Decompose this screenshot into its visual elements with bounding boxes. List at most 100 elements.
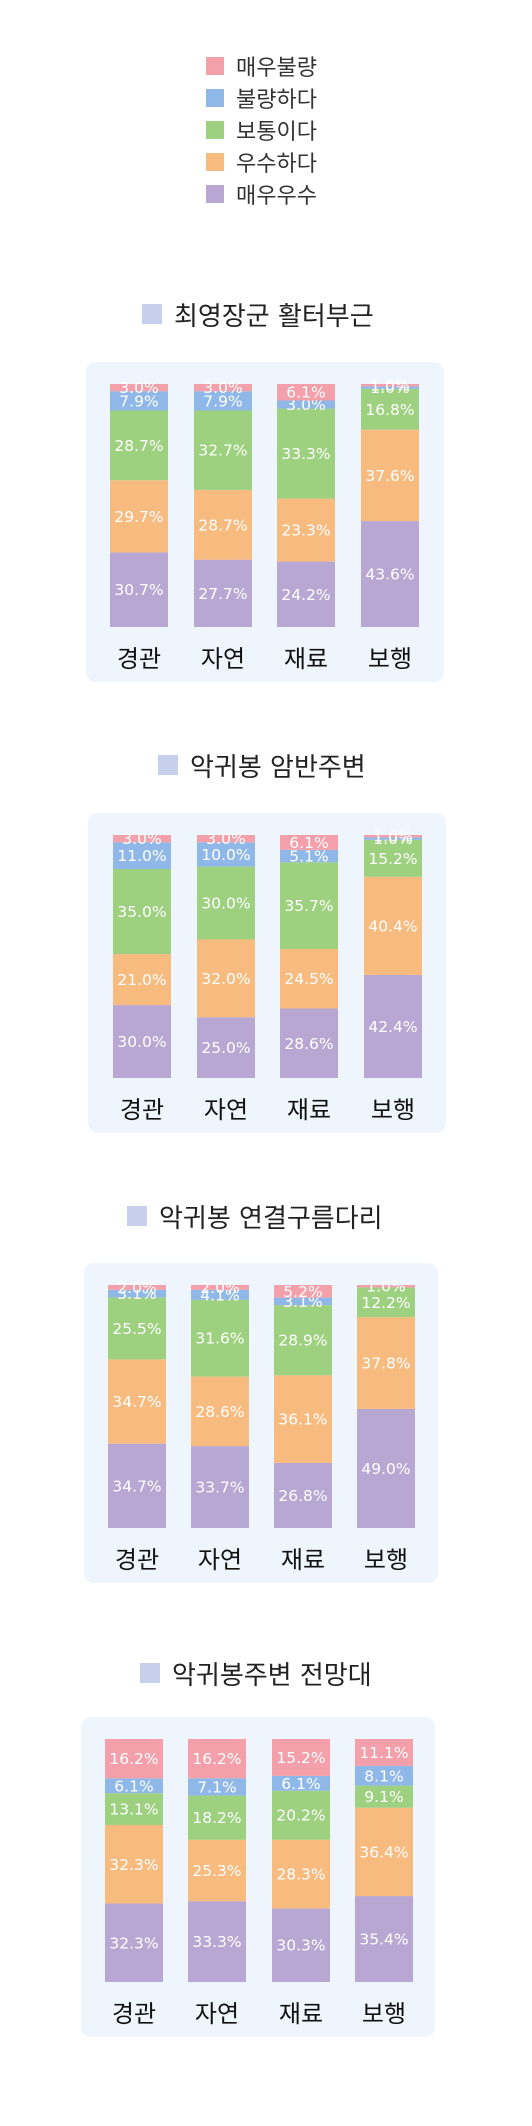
data-label: 24.5% bbox=[284, 970, 333, 988]
bar-segment-good bbox=[280, 948, 338, 1009]
legend-label: 보통이다 bbox=[236, 120, 317, 145]
data-label: 5.2% bbox=[283, 1283, 322, 1301]
bar-segment-poor bbox=[194, 391, 252, 411]
bar-segment-very-poor bbox=[191, 1285, 249, 1290]
category-label: 경관 bbox=[117, 645, 161, 673]
bar-segment-poor bbox=[105, 1778, 163, 1794]
chart-title: 악귀봉 암반주변 bbox=[190, 752, 366, 783]
bar-segment-good bbox=[191, 1376, 249, 1447]
bar-segment-average bbox=[108, 1297, 166, 1360]
data-label: 36.4% bbox=[359, 1843, 408, 1861]
bar-segment-very-good bbox=[194, 559, 252, 627]
bar-segment-poor bbox=[108, 1289, 166, 1298]
legend-label: 매우불량 bbox=[236, 56, 317, 81]
data-label: 30.3% bbox=[276, 1937, 325, 1955]
bar-segment-very-good bbox=[355, 1896, 413, 1982]
bar-segment-very-good bbox=[105, 1903, 163, 1982]
category-label: 재료 bbox=[281, 1546, 325, 1574]
data-label: 7.1% bbox=[197, 1778, 236, 1796]
data-label: 24.2% bbox=[281, 586, 330, 604]
data-label: 23.3% bbox=[281, 522, 330, 540]
data-label: 11.0% bbox=[117, 847, 166, 865]
data-label: 18.2% bbox=[192, 1809, 241, 1827]
data-label: 28.3% bbox=[276, 1866, 325, 1884]
category-label: 자연 bbox=[198, 1546, 242, 1574]
legend-label: 불량하다 bbox=[236, 88, 317, 113]
bar-segment-average bbox=[280, 862, 338, 949]
data-label: 1.0% bbox=[373, 828, 412, 846]
bar-segment-very-poor bbox=[364, 835, 422, 838]
legend-item-average: 보통이다 bbox=[206, 114, 317, 146]
category-label: 자연 bbox=[204, 1096, 248, 1124]
bar-segment-average bbox=[277, 408, 335, 499]
bar-segment-average bbox=[105, 1793, 163, 1826]
legend-item-good: 우수하다 bbox=[206, 146, 317, 178]
bar-segment-very-poor bbox=[105, 1739, 163, 1779]
data-label: 33.3% bbox=[281, 445, 330, 463]
data-label: 20.2% bbox=[276, 1807, 325, 1825]
data-label: 3.0% bbox=[286, 396, 325, 414]
bar-segment-very-good bbox=[361, 521, 419, 627]
legend-label: 매우우수 bbox=[236, 184, 317, 209]
bar-segment-good bbox=[188, 1839, 246, 1902]
bar-segment-poor bbox=[364, 837, 422, 840]
bar-segment-very-poor bbox=[194, 384, 252, 392]
data-label: 25.0% bbox=[201, 1039, 250, 1057]
data-label: 7.9% bbox=[203, 392, 242, 410]
bar-segment-poor bbox=[113, 842, 171, 870]
bar-segment-good bbox=[197, 939, 255, 1018]
bar-segment-very-poor bbox=[108, 1285, 166, 1290]
data-label: 7.9% bbox=[119, 392, 158, 410]
data-label: 35.7% bbox=[284, 897, 333, 915]
data-label: 30.0% bbox=[201, 895, 250, 913]
bar-segment-very-poor bbox=[361, 384, 419, 387]
panel-title-3: 악귀봉 연결구름다리 bbox=[127, 1199, 383, 1234]
data-label: 25.3% bbox=[192, 1862, 241, 1880]
bar-segment-poor bbox=[355, 1765, 413, 1786]
data-label: 28.6% bbox=[284, 1035, 333, 1053]
category-label: 보행 bbox=[371, 1096, 415, 1124]
data-label: 32.3% bbox=[109, 1856, 158, 1874]
data-label: 12.2% bbox=[361, 1294, 410, 1312]
bar-segment-good bbox=[277, 498, 335, 562]
category-label: 경관 bbox=[120, 1096, 164, 1124]
data-label: 25.5% bbox=[112, 1320, 161, 1338]
data-label: 1.0% bbox=[366, 1278, 405, 1296]
bar-segment-poor bbox=[361, 386, 419, 389]
title-marker bbox=[140, 1663, 160, 1683]
bar-segment-good bbox=[113, 954, 171, 1006]
data-label: 28.9% bbox=[278, 1332, 327, 1350]
data-label: 16.2% bbox=[109, 1750, 158, 1768]
bar-segment-good bbox=[355, 1807, 413, 1897]
category-label: 자연 bbox=[201, 645, 245, 673]
bar-segment-good bbox=[361, 429, 419, 522]
data-label: 9.1% bbox=[364, 1788, 403, 1806]
data-label: 11.1% bbox=[359, 1744, 408, 1762]
category-label: 재료 bbox=[287, 1096, 331, 1124]
legend-item-very-poor: 매우불량 bbox=[206, 50, 317, 82]
data-label: 1.0% bbox=[370, 379, 409, 397]
data-label: 42.4% bbox=[368, 1018, 417, 1036]
bar-segment-poor bbox=[274, 1297, 332, 1306]
data-label: 3.0% bbox=[206, 830, 245, 848]
bar-segment-poor bbox=[272, 1775, 330, 1791]
data-label: 13.1% bbox=[109, 1801, 158, 1819]
panel-title-2: 악귀봉 암반주변 bbox=[158, 748, 366, 783]
data-label: 34.7% bbox=[112, 1477, 161, 1495]
bar-segment-very-good bbox=[113, 1005, 171, 1078]
bar-segment-very-good bbox=[272, 1908, 330, 1982]
data-label: 28.7% bbox=[198, 516, 247, 534]
bar-segment-average bbox=[361, 388, 419, 430]
bar-segment-good bbox=[194, 489, 252, 560]
bar-segment-average bbox=[272, 1790, 330, 1840]
bar-segment-poor bbox=[197, 842, 255, 867]
bar-segment-average bbox=[274, 1305, 332, 1376]
data-label: 43.6% bbox=[365, 566, 414, 584]
bar-segment-very-poor bbox=[113, 835, 171, 843]
bar-segment-very-good bbox=[280, 1008, 338, 1078]
data-label: 34.7% bbox=[112, 1393, 161, 1411]
data-label: 21.0% bbox=[117, 971, 166, 989]
data-label: 32.0% bbox=[201, 970, 250, 988]
data-label: 31.6% bbox=[195, 1330, 244, 1348]
